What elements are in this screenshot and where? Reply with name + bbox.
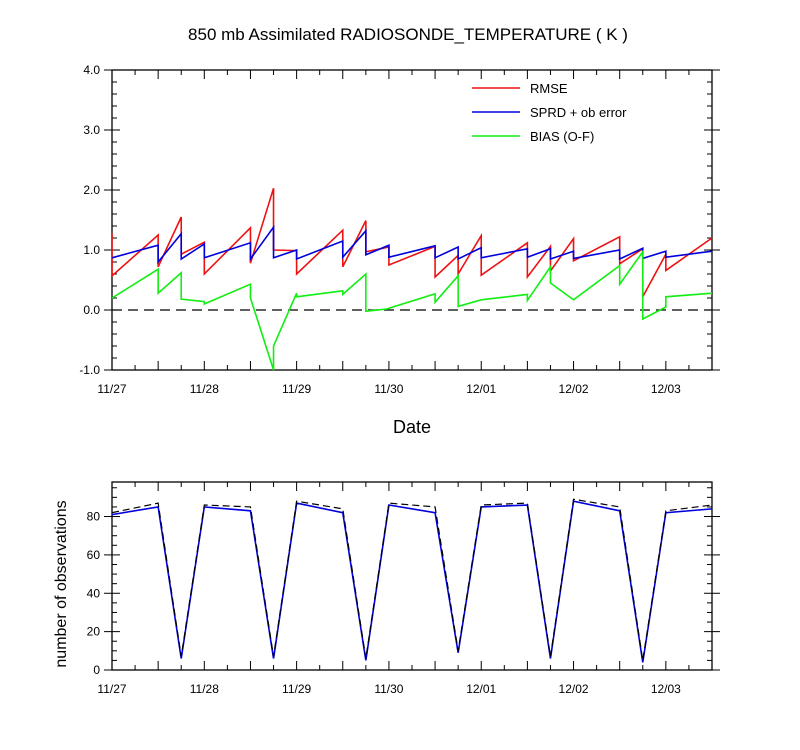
y-tick-label: 3.0 [83, 123, 100, 137]
chart-title: 850 mb Assimilated RADIOSONDE_TEMPERATUR… [188, 25, 628, 44]
y-tick-label: 60 [87, 548, 101, 562]
series-line-observations-dashed [111, 498, 713, 661]
y-tick-label: 0.0 [83, 303, 100, 317]
plot-frame [111, 481, 713, 671]
x-tick-label: 12/01 [466, 382, 496, 396]
x-tick-label: 12/03 [651, 682, 681, 696]
y-tick-label: 4.0 [83, 63, 100, 77]
bottom-chart: 11/27 11/28 11/29 11/30 12/01 12/02 12/03 0 20 40… [53, 481, 720, 696]
x-tick-label: 11/27 [97, 382, 126, 396]
y-tick-label: 1.0 [83, 243, 100, 257]
y-tick-label: 0 [93, 663, 100, 677]
x-tick-label: 11/30 [374, 682, 403, 696]
y-tick-label: 80 [87, 510, 101, 524]
x-tick-label: 12/02 [559, 382, 589, 396]
series-line-observations-solid [111, 500, 713, 663]
x-tick-label: 11/28 [190, 682, 219, 696]
y-tick-label: 20 [87, 625, 101, 639]
x-tick-label: 11/28 [190, 382, 219, 396]
top-chart: 11/27 11/28 11/29 11/30 12/01 12/02 12/03 -1.0 0… [79, 63, 720, 437]
y-tick-label: 2.0 [83, 183, 100, 197]
x-axis-title: Date [393, 417, 431, 437]
x-tick-label: 11/30 [374, 382, 403, 396]
legend-label-bias-o-f: BIAS (O-F) [530, 129, 594, 144]
legend-label-sprd-ob-error: SPRD + ob error [530, 105, 627, 120]
x-tick-label: 12/01 [466, 682, 496, 696]
x-tick-label: 12/03 [651, 382, 681, 396]
x-tick-label: 12/02 [559, 682, 589, 696]
y-tick-label: 40 [87, 586, 101, 600]
x-tick-label: 11/27 [97, 682, 126, 696]
series-line-sprd-ob-error [111, 224, 713, 265]
x-tick-label: 11/29 [282, 682, 311, 696]
x-tick-label: 11/29 [282, 382, 311, 396]
legend-label-rmse: RMSE [530, 81, 568, 96]
y-tick-label: -1.0 [79, 363, 100, 377]
y-axis-title: number of observations [53, 500, 70, 667]
series-line-bias-o-f [111, 249, 713, 371]
